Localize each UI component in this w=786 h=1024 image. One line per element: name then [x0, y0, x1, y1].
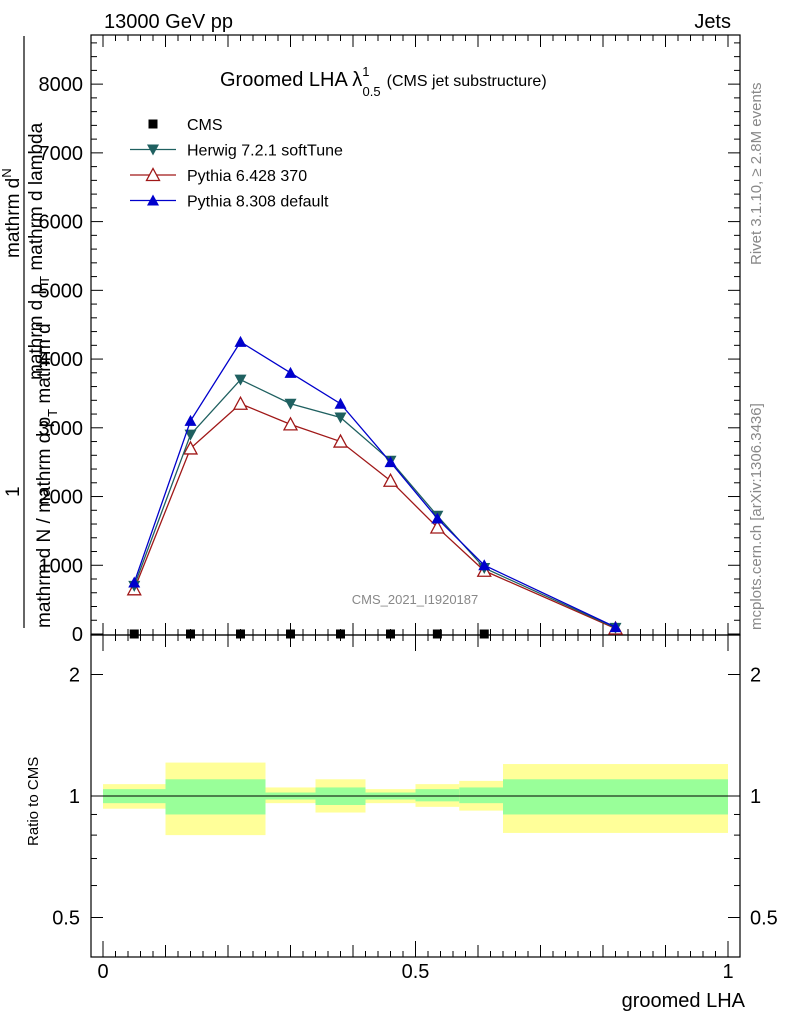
ratio-inner-band-5: [415, 789, 460, 802]
ratio-inner-band-6: [459, 787, 503, 804]
data-point: [186, 629, 195, 639]
mcplots-label: mcplots.cern.ch [arXiv:1306.3436]: [748, 403, 765, 630]
ratio-inner-band-7: [503, 779, 728, 815]
data-point: [286, 629, 295, 639]
bottom-y-tick-labels: 0.5 0.5 1 1 2 2: [52, 665, 778, 930]
ratio-bands: [103, 762, 728, 836]
series-line: [133, 340, 616, 628]
series-cms: [129, 629, 489, 639]
data-point: [284, 366, 297, 378]
data-point: [478, 559, 491, 571]
ratio-y-tick-label-left: 0.5: [52, 908, 80, 930]
header-right: Jets: [694, 11, 731, 33]
data-point: [382, 472, 399, 487]
data-point: [334, 397, 347, 409]
data-point: [334, 412, 347, 424]
x-tick-label: 0.5: [402, 961, 430, 983]
data-point: [129, 629, 139, 639]
data-point: [284, 398, 297, 410]
series-pythia-8-308-default: [128, 335, 622, 633]
data-point: [384, 456, 397, 468]
legend-label: Herwig 7.2.1 softTune: [187, 143, 343, 160]
ylabel-den: mathrm d pT mathrm d lambda: [26, 122, 52, 380]
series-layer: [126, 335, 624, 639]
legend-marker: [145, 167, 161, 182]
title-sup: 1: [362, 64, 369, 79]
data-point: [184, 414, 197, 426]
legend-label: CMS: [187, 117, 223, 134]
legend-label: Pythia 8.308 default: [187, 194, 329, 211]
data-point: [479, 629, 489, 639]
data-point: [431, 512, 444, 524]
ratio-inner-band-1: [165, 779, 266, 815]
title-main: Groomed LHA: [220, 69, 352, 91]
top-y-tick-label: 4000: [39, 349, 84, 371]
series-line: [133, 378, 616, 629]
top-y-tick-label: 5000: [39, 280, 84, 302]
data-point: [182, 440, 199, 455]
x-tick-label: 1: [722, 961, 733, 983]
ratio-y-tick-label-right: 1: [750, 786, 761, 808]
title-lambda: λ: [352, 69, 362, 91]
data-point: [609, 621, 622, 633]
top-y-tick-label: 6000: [39, 212, 84, 234]
legend-marker: [147, 194, 159, 206]
data-point: [232, 395, 249, 410]
top-y-tick-label: 0: [72, 624, 83, 646]
ratio-y-tick-label-left: 1: [69, 786, 80, 808]
ratio-y-tick-label-right: 0.5: [750, 908, 778, 930]
data-point: [386, 629, 395, 639]
x-axis-label: groomed LHA: [622, 990, 746, 1012]
data-point: [184, 429, 197, 441]
title-paren: (CMS jet substructure): [387, 73, 547, 90]
top-y-tick-labels: 0 1000 2000 3000 4000 5000 6000 7000 8000: [39, 74, 84, 646]
legend: CMS Herwig 7.2.1 softTune Pythia 6.428 370…: [130, 117, 343, 211]
bottom-panel-ticks: [91, 635, 740, 957]
legend-item-1: Herwig 7.2.1 softTune: [130, 143, 343, 160]
ratio-ylabel: Ratio to CMS: [25, 757, 42, 846]
ratio-y-tick-label-left: 2: [69, 665, 80, 687]
legend-marker: [147, 144, 159, 156]
data-point: [236, 629, 245, 639]
top-y-tick-label: 2000: [39, 487, 84, 509]
plot-title: Groomed LHA λ1 0.5 (CMS jet substructure): [220, 64, 547, 99]
legend-item-0: CMS: [148, 117, 223, 134]
data-point: [234, 335, 247, 347]
legend-marker: [148, 119, 158, 129]
data-point: [336, 629, 345, 639]
bottom-x-tick-labels: 0 0.5 1: [97, 961, 733, 983]
legend-item-3: Pythia 8.308 default: [130, 194, 329, 211]
legend-item-2: Pythia 6.428 370: [130, 167, 307, 185]
data-point: [128, 576, 141, 588]
top-y-tick-label: 7000: [39, 143, 84, 165]
data-point: [332, 433, 349, 448]
analysis-watermark: CMS_2021_I1920187: [352, 592, 479, 607]
title-sub: 0.5: [363, 84, 381, 99]
data-point: [234, 374, 247, 386]
data-point: [429, 519, 445, 534]
x-tick-label: 0: [97, 961, 108, 983]
ylabel-one: 1: [3, 486, 24, 497]
data-point: [432, 629, 442, 639]
ylabel-num: mathrm dN: [0, 168, 24, 258]
top-y-tick-label: 1000: [39, 555, 84, 577]
legend-label: Pythia 6.428 370: [187, 168, 307, 185]
top-y-tick-label: 8000: [39, 74, 84, 96]
top-y-tick-label: 3000: [39, 418, 84, 440]
ylabel-left: mathrm d N / mathrm d pT mathrm d: [34, 323, 60, 628]
header-left: 13000 GeV pp: [104, 11, 233, 33]
data-point: [282, 416, 299, 431]
top-ylabel: mathrm d N / mathrm d pT mathrm d 1 math…: [0, 36, 60, 628]
ratio-y-tick-label-right: 2: [750, 665, 761, 687]
rivet-label: Rivet 3.1.10, ≥ 2.8M events: [748, 83, 765, 266]
